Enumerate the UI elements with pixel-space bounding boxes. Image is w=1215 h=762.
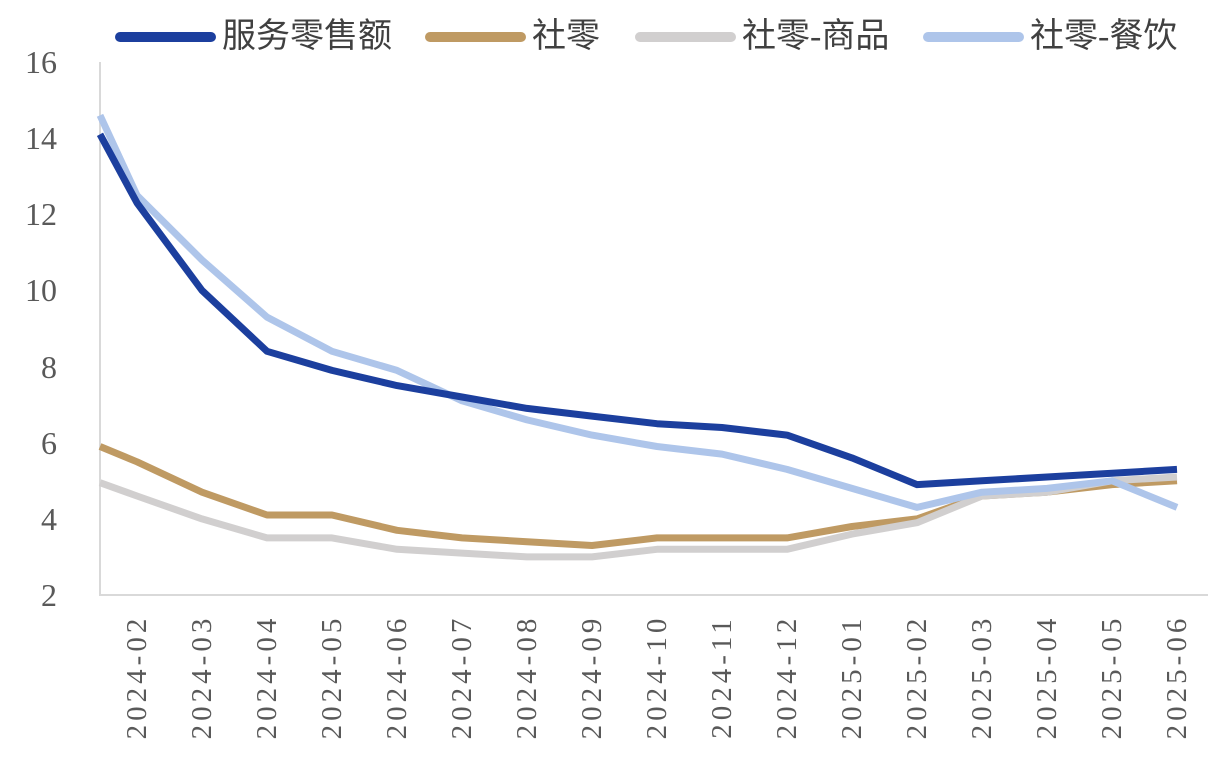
- x-tick-label-2024-02: 2024-02: [121, 614, 153, 740]
- y-tick-label-8: 8: [41, 348, 57, 385]
- legend-label-retail-catering: 社零-餐饮: [1030, 18, 1178, 55]
- x-tick-label-2024-03: 2024-03: [186, 614, 218, 740]
- legend-item-total-retail: 社零: [425, 18, 600, 56]
- x-tick-label-2024-04: 2024-04: [251, 614, 283, 740]
- y-tick-label-6: 6: [41, 424, 57, 461]
- legend-item-retail-goods: 社零-商品: [635, 18, 889, 56]
- legend-item-services-retail: 服务零售额: [115, 18, 392, 56]
- x-tick-label-2024-08: 2024-08: [511, 614, 543, 740]
- x-tick-label-2024-11: 2024-11: [706, 615, 738, 739]
- legend-label-retail-goods: 社零-商品: [742, 18, 890, 55]
- x-tick-label-2024-12: 2024-12: [771, 614, 803, 740]
- x-tick-label-2024-07: 2024-07: [446, 614, 478, 740]
- series-line-retail-catering: [96, 113, 1179, 511]
- x-tick-label-2025-02: 2025-02: [901, 614, 933, 740]
- x-tick-label-2025-04: 2025-04: [1031, 614, 1063, 740]
- x-tick-label-2024-05: 2024-05: [316, 614, 348, 740]
- series-line-services-retail: [96, 132, 1178, 489]
- legend-label-services-retail: 服务零售额: [222, 18, 392, 55]
- y-tick-label-14: 14: [25, 120, 57, 157]
- y-tick-label-16: 16: [25, 44, 57, 80]
- x-tick-label-2024-09: 2024-09: [576, 614, 608, 740]
- legend-item-retail-catering: 社零-餐饮: [923, 18, 1177, 56]
- y-tick-label-2: 2: [41, 577, 57, 613]
- legend-swatch-retail-catering: [923, 32, 1024, 42]
- series-line-retail-goods: [98, 473, 1178, 561]
- x-tick-label-2024-10: 2024-10: [641, 614, 673, 740]
- y-tick-label-10: 10: [25, 272, 57, 309]
- x-tick-label-2025-01: 2025-01: [836, 614, 868, 740]
- x-tick-label-2025-06: 2025-06: [1161, 614, 1193, 740]
- x-tick-label-2025-05: 2025-05: [1096, 614, 1128, 740]
- legend: 服务零售额 社零 社零-商品 社零-餐饮: [0, 18, 1215, 56]
- x-tick-label-2025-03: 2025-03: [966, 614, 998, 740]
- x-tick-label-2024-06: 2024-06: [381, 614, 413, 740]
- legend-swatch-total-retail: [425, 32, 526, 42]
- legend-label-total-retail: 社零: [532, 18, 600, 55]
- legend-swatch-retail-goods: [635, 32, 736, 42]
- y-tick-label-12: 12: [25, 196, 57, 233]
- y-tick-label-4: 4: [41, 500, 57, 537]
- legend-swatch-services-retail: [115, 32, 216, 42]
- axis-line: [99, 62, 1208, 596]
